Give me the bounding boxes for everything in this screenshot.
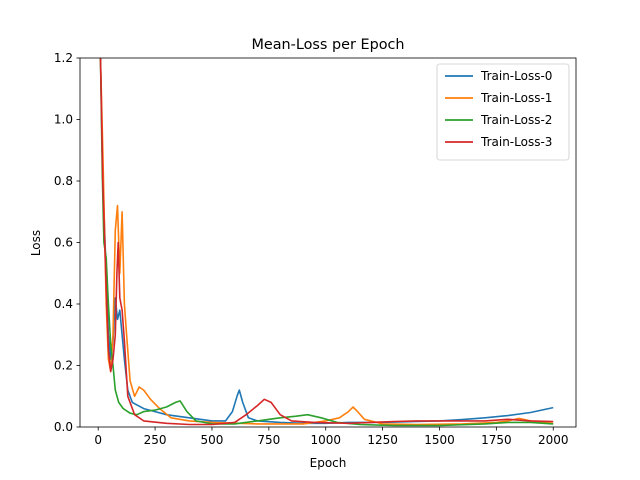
legend-label-2: Train-Loss-2 xyxy=(480,113,552,127)
y-axis-label: Loss xyxy=(29,230,43,256)
x-tick-label: 250 xyxy=(144,433,167,447)
x-tick-label: 1500 xyxy=(424,433,455,447)
series-line-1 xyxy=(99,58,554,426)
x-axis-label: Epoch xyxy=(310,456,347,470)
x-tick-label: 1750 xyxy=(481,433,512,447)
x-tick-label: 1000 xyxy=(310,433,341,447)
y-tick-label: 0.8 xyxy=(54,174,73,188)
legend-box xyxy=(436,63,570,161)
x-tick-label: 1250 xyxy=(367,433,398,447)
x-tick-label: 750 xyxy=(257,433,280,447)
legend: Train-Loss-0 Train-Loss-1 Train-Loss-2 Trai… xyxy=(436,63,570,161)
y-tick-label: 0.0 xyxy=(54,420,73,434)
chart-title: Mean-Loss per Epoch xyxy=(251,37,404,53)
y-tick-label: 1.2 xyxy=(54,51,73,65)
x-tick-label: 500 xyxy=(201,433,224,447)
x-tick-label: 2000 xyxy=(538,433,569,447)
series-line-3 xyxy=(99,58,554,426)
y-tick-label: 1.0 xyxy=(54,113,73,127)
x-tick-label: 0 xyxy=(94,433,102,447)
series-line-2 xyxy=(99,58,554,427)
y-tick-label: 0.6 xyxy=(54,236,73,250)
legend-label-1: Train-Loss-1 xyxy=(480,91,552,105)
legend-label-0: Train-Loss-0 xyxy=(480,69,552,83)
y-tick-label: 0.4 xyxy=(54,297,73,311)
plot-area: 0 250 500 750 1000 1250 1500 1750 2000 0.0 0.2 0.4 0… xyxy=(54,51,577,447)
legend-label-3: Train-Loss-3 xyxy=(480,135,552,149)
y-tick-label: 0.2 xyxy=(54,359,73,373)
